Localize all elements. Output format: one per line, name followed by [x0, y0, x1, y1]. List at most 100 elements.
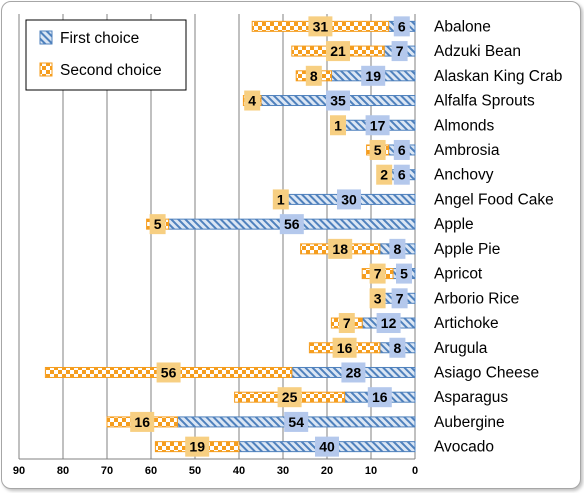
data-label-bg	[326, 41, 350, 62]
data-label-bg	[389, 337, 406, 358]
value-labels: 6317211983541716562301565818577312781628…	[130, 16, 412, 457]
data-label-bg	[149, 214, 166, 235]
data-label-bg	[393, 16, 410, 37]
data-label-bg	[338, 313, 355, 334]
data-label-bg	[185, 436, 210, 457]
data-label: 5	[154, 216, 162, 232]
x-tick-label: 40	[233, 465, 245, 477]
data-label: 56	[161, 364, 177, 380]
data-label-bg	[337, 189, 361, 210]
data-label-bg	[272, 189, 289, 210]
category-label: Angel Food Cake	[434, 191, 554, 208]
data-label: 8	[310, 68, 318, 84]
category-label: Apple Pie	[434, 241, 500, 258]
data-label-bg	[393, 164, 410, 185]
legend-label-second: Second choice	[60, 62, 162, 79]
legend-swatch-second	[39, 62, 53, 77]
data-label: 18	[332, 241, 348, 257]
data-label: 8	[394, 241, 402, 257]
data-label-bg	[305, 65, 322, 86]
data-label-bg	[393, 139, 410, 160]
x-tick-label: 70	[101, 465, 113, 477]
legend: First choice Second choice	[25, 19, 187, 91]
data-label: 40	[319, 439, 335, 455]
data-label-bg	[326, 90, 350, 111]
category-label: Ambrosia	[434, 142, 500, 159]
data-label-bg	[341, 362, 366, 383]
x-tick-label: 0	[412, 465, 418, 477]
data-label-bg	[369, 139, 386, 160]
category-label: Alfalfa Sprouts	[434, 93, 535, 110]
category-label: Apple	[434, 216, 474, 233]
data-label: 5	[400, 266, 408, 282]
data-label: 1	[334, 117, 342, 133]
data-label: 28	[346, 364, 362, 380]
data-label: 6	[398, 142, 406, 158]
data-label: 25	[282, 389, 298, 405]
data-label: 35	[330, 93, 346, 109]
data-label: 6	[398, 167, 406, 183]
x-tick-label: 60	[145, 465, 157, 477]
data-label-bg	[389, 238, 406, 259]
data-label: 7	[396, 43, 404, 59]
data-label: 4	[248, 93, 256, 109]
data-label: 19	[365, 68, 381, 84]
data-label: 17	[370, 117, 386, 133]
x-tick-label: 30	[277, 465, 289, 477]
data-label-bg	[277, 387, 302, 408]
category-label: Abalone	[434, 18, 491, 35]
category-labels: Abalone Adzuki Bean Alaskan King Crab Alfal…	[434, 18, 562, 455]
category-label: Aubergine	[434, 414, 505, 431]
x-tick-label: 80	[57, 465, 69, 477]
data-label-bg	[279, 214, 304, 235]
data-label: 16	[337, 340, 353, 356]
legend-swatch-first	[39, 30, 53, 45]
data-label-bg	[328, 238, 353, 259]
data-label: 56	[284, 216, 300, 232]
category-label: Asparagus	[434, 389, 508, 406]
x-tick-label: 90	[13, 465, 25, 477]
data-label-bg	[244, 90, 261, 111]
data-label: 31	[313, 18, 329, 34]
data-label: 3	[374, 290, 382, 306]
category-label: Artichoke	[434, 315, 499, 332]
bar-chart: 6317211983541716562301565818577312781628…	[13, 14, 562, 477]
category-label: Alaskan King Crab	[434, 68, 562, 85]
data-label-bg	[332, 337, 357, 358]
data-label: 19	[189, 439, 205, 455]
category-label: Anchovy	[434, 167, 494, 184]
data-label-bg	[330, 115, 346, 136]
data-label: 16	[134, 414, 150, 430]
data-label-bg	[369, 263, 386, 284]
legend-box	[25, 19, 187, 91]
data-label: 7	[343, 315, 351, 331]
data-label: 7	[374, 266, 382, 282]
data-label-bg	[367, 387, 392, 408]
data-label: 5	[374, 142, 382, 158]
x-tick-label: 50	[189, 465, 201, 477]
data-label-bg	[376, 313, 401, 334]
legend-label-first: First choice	[60, 30, 139, 47]
data-label-bg	[284, 411, 309, 432]
data-label: 6	[398, 18, 406, 34]
category-label: Almonds	[434, 117, 495, 134]
x-axis-ticks: 90 80 70 60 50 40 30 20 10 0	[13, 465, 418, 477]
category-label: Arugula	[434, 340, 488, 357]
data-label-bg	[396, 263, 412, 284]
data-label: 21	[330, 43, 346, 59]
data-label-bg	[156, 362, 181, 383]
data-label-bg	[130, 411, 155, 432]
data-label: 16	[372, 389, 388, 405]
category-label: Avocado	[434, 439, 494, 456]
x-tick-label: 20	[321, 465, 333, 477]
data-label: 1	[277, 191, 285, 207]
x-tick-label: 10	[365, 465, 377, 477]
category-label: Adzuki Bean	[434, 43, 521, 60]
data-label-bg	[391, 288, 408, 309]
data-label: 7	[396, 290, 404, 306]
category-label: Asiago Cheese	[434, 364, 539, 381]
data-label: 54	[288, 414, 304, 430]
data-label: 12	[381, 315, 397, 331]
data-label-bg	[369, 288, 386, 309]
